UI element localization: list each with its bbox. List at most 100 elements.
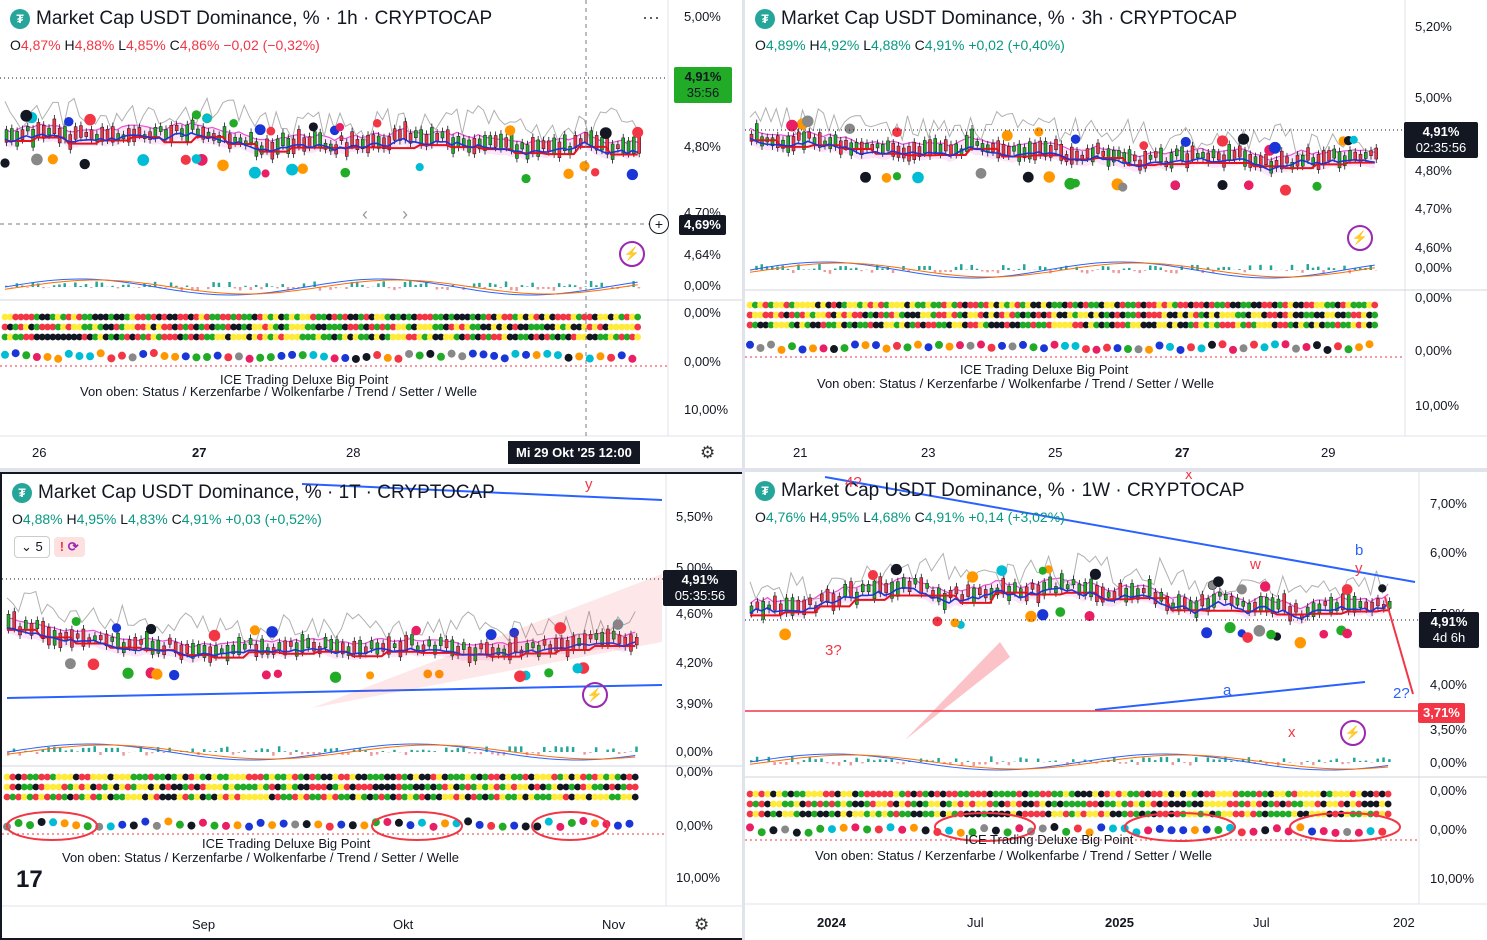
histogram-bar (923, 265, 926, 270)
matrix-dot (939, 800, 947, 808)
signal-dot (297, 163, 308, 175)
matrix-dot (67, 773, 74, 781)
chart-canvas-1h[interactable] (0, 0, 742, 468)
lightning-icon[interactable]: ⚡ (1347, 225, 1373, 251)
matrix-dot (447, 773, 455, 781)
matrix-dot (586, 313, 594, 321)
chart-panel-1w[interactable]: ₮ Market Cap USDT Dominance, % · 1W · CR… (745, 472, 1487, 940)
status-dot (564, 353, 573, 362)
matrix-dot (762, 321, 770, 329)
matrix-dot (1097, 790, 1105, 798)
tradingview-logo-icon[interactable]: 17 (16, 866, 43, 893)
histogram-bar (139, 746, 143, 752)
chart-panel-3h[interactable]: ₮ Market Cap USDT Dominance, % · 3h · CR… (745, 0, 1487, 468)
matrix-dot (3, 783, 11, 791)
matrix-dot (846, 810, 853, 818)
matrix-dot (291, 793, 299, 801)
status-dot (487, 821, 496, 830)
candle-body (427, 639, 431, 647)
candle-body (307, 136, 312, 148)
matrix-dot (1198, 311, 1205, 319)
matrix-dot (389, 793, 397, 801)
matrix-dot (395, 783, 403, 791)
histogram-bar (531, 752, 534, 754)
matrix-dot (262, 793, 270, 801)
lightning-icon[interactable]: ⚡ (582, 682, 608, 708)
matrix-dot (1355, 321, 1363, 329)
warning-icon[interactable]: ! ⟳ (53, 537, 85, 557)
status-dot (533, 822, 542, 831)
matrix-dot (1086, 790, 1093, 798)
settings-gear-icon[interactable]: ⚙ (694, 915, 710, 934)
matrix-dot (366, 773, 374, 781)
histogram-bar (90, 287, 93, 288)
lightning-icon[interactable]: ⚡ (619, 241, 645, 267)
panel-divider-horizontal[interactable] (0, 468, 1487, 472)
status-dot (924, 343, 933, 352)
matrix-dot (235, 323, 243, 331)
matrix-dot (549, 313, 557, 321)
crosshair-plus-icon[interactable]: + (649, 214, 669, 234)
histogram-bar (1364, 760, 1368, 762)
scroll-left-arrow[interactable]: ‹ (362, 204, 368, 224)
matrix-dot (314, 773, 322, 781)
matrix-dot (453, 783, 460, 791)
status-dot (590, 819, 599, 828)
status-dot (1272, 824, 1281, 833)
matrix-dot (1145, 301, 1153, 309)
matrix-dot (501, 313, 509, 321)
matrix-dot (935, 311, 943, 319)
chart-canvas-3h[interactable] (745, 0, 1487, 468)
matrix-dot (60, 323, 67, 331)
chart-panel-1d[interactable]: ₮ Market Cap USDT Dominance, % · 1T · CR… (0, 472, 744, 940)
candle-body (1127, 149, 1132, 163)
histogram-bar (831, 762, 835, 765)
more-dots-icon[interactable]: ⋯ (642, 8, 661, 28)
matrix-dot (1077, 321, 1085, 329)
matrix-dot (767, 311, 775, 319)
matrix-dot (816, 800, 824, 808)
lightning-icon[interactable]: ⚡ (1340, 720, 1366, 746)
tether-logo-icon: ₮ (755, 481, 775, 501)
status-dot (128, 353, 137, 362)
status-dot (556, 822, 565, 831)
matrix-dot (1291, 800, 1298, 808)
candle-body (509, 133, 514, 151)
matrix-dot (1072, 301, 1079, 309)
matrix-dot (159, 783, 167, 791)
scroll-right-arrow[interactable]: › (402, 204, 408, 224)
matrix-dot (331, 323, 339, 331)
matrix-dot (1220, 810, 1228, 818)
settings-gear-icon[interactable]: ⚙ (700, 443, 716, 462)
indicators-toggle[interactable]: ⌄ 5 ! ⟳ (14, 536, 85, 558)
histogram-bar (855, 757, 858, 762)
status-dot (60, 819, 69, 828)
matrix-dot (863, 790, 871, 798)
indicator-caption: ICE Trading Deluxe Big Point (202, 836, 371, 851)
matrix-dot (95, 773, 103, 781)
matrix-dot (1282, 321, 1289, 329)
matrix-dot (1198, 321, 1205, 329)
matrix-dot (1185, 790, 1193, 798)
matrix-dot (527, 323, 535, 331)
matrix-dot (799, 810, 807, 818)
status-dot (394, 354, 403, 363)
candle-body (382, 137, 386, 149)
chart-canvas-1w[interactable] (745, 472, 1487, 940)
matrix-dot (940, 301, 948, 309)
chart-panel-1h[interactable]: ₮ Market Cap USDT Dominance, % · 1h · CR… (0, 0, 742, 468)
chart-canvas-1d[interactable] (2, 474, 744, 940)
matrix-dot (772, 321, 780, 329)
matrix-dot (1240, 311, 1247, 319)
matrix-dot (412, 773, 420, 781)
candle-body (369, 640, 374, 650)
matrix-dot (634, 333, 642, 341)
highlight-ellipse (934, 812, 1036, 842)
histogram-bar (381, 750, 385, 752)
ohlc-legend: O4,89% H4,92% L4,88% C4,91% +0,02 (+0,40… (755, 37, 1065, 53)
status-dot (998, 341, 1006, 350)
candle-body (1201, 152, 1205, 159)
status-dot (809, 344, 817, 353)
matrix-dot (141, 773, 149, 781)
matrix-dot (1240, 321, 1247, 329)
